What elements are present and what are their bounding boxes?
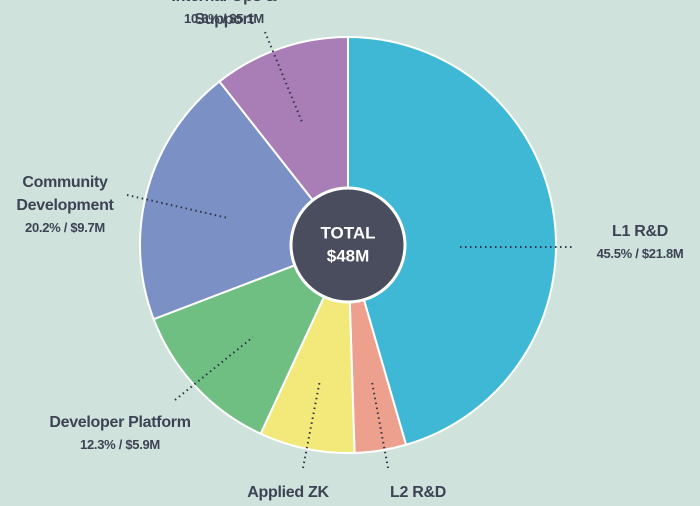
- slice-value-label: 45.5% / $21.8M: [596, 246, 684, 261]
- center-circle: [289, 186, 407, 304]
- pie-slice: [218, 35, 349, 248]
- slice-label: Applied ZK: [247, 484, 329, 501]
- center-label: TOTAL: [320, 223, 375, 242]
- slice-label: L1 R&D: [612, 223, 668, 240]
- slice-label: L2 R&D: [390, 484, 446, 501]
- slice-label: Developer Platform: [49, 414, 191, 431]
- slice-label: Internal Ops & Support: [171, 0, 276, 28]
- leader-line: [126, 194, 229, 219]
- slice-label: Community Development: [16, 174, 114, 214]
- pie-slice: [152, 243, 350, 436]
- slice-value-label: 20.2% / $9.7M: [25, 220, 105, 235]
- center-label: $48M: [327, 246, 370, 265]
- leader-line: [174, 336, 254, 401]
- slice-value-label: 10.6% / $5.1M: [184, 11, 264, 26]
- leader-line: [264, 31, 303, 123]
- slice-value-label: 12.3% / $5.9M: [80, 437, 160, 452]
- pie-slice: [347, 35, 557, 446]
